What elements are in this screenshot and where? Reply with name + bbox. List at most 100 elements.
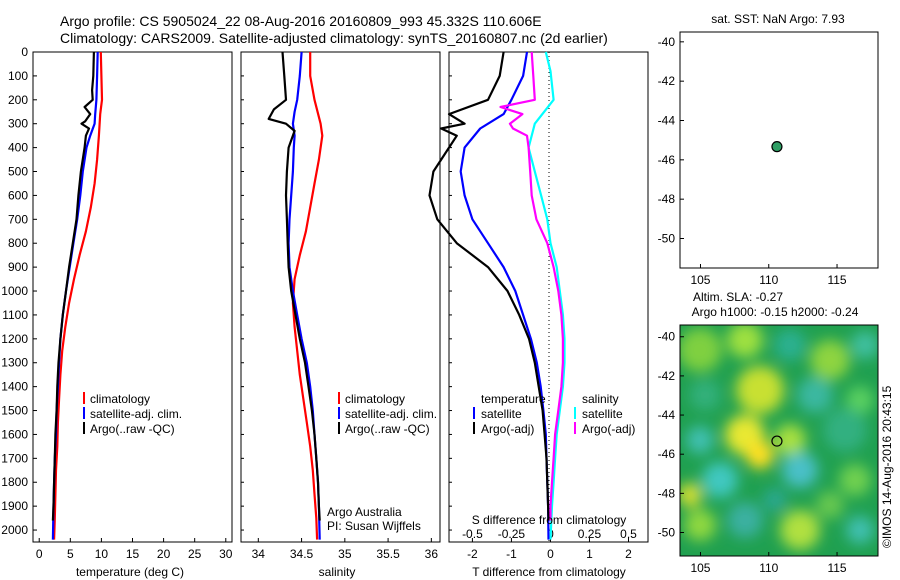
map-y-tick-label: -44 (658, 408, 676, 422)
t-difference-x-axis: -2 -1 0 1 2 (467, 538, 632, 561)
s-tick-label: -0.25 (498, 527, 526, 541)
legend-label-t-satellite: satellite (481, 407, 522, 421)
map-x-tick-label: 110 (759, 561, 778, 575)
salinity-panel: 34 34.5 35 35.5 36 salinity climatology sate… (240, 51, 441, 579)
temperature-plot-frame (32, 51, 233, 543)
x-tick-label: -2 (467, 547, 478, 561)
legend-label-argo: Argo(..raw -QC) (345, 422, 430, 436)
sla-map-title-line2: Argo h1000: -0.15 h2000: -0.24 (692, 305, 859, 319)
y-tick-label: 2000 (1, 523, 28, 537)
y-tick-label: 1500 (1, 404, 28, 418)
salinity-legend: climatology satellite-adj. clim. Argo(..… (338, 392, 437, 436)
y-tick-label: 500 (8, 165, 28, 179)
s-tick-label: 0.5 (620, 527, 637, 541)
y-tick-label: 600 (8, 188, 28, 202)
legend-label-argo: Argo(..raw -QC) (90, 422, 175, 436)
legend-header-temperature: temperature (481, 392, 546, 406)
imos-watermark: ©IMOS 14-Aug-2016 20:43:15 (880, 385, 894, 548)
x-tick-label: 1 (586, 547, 593, 561)
salinity-plot-frame (240, 51, 441, 543)
heatmap-cell (774, 424, 806, 456)
salinity-series (267, 51, 324, 540)
legend-label-satellite: satellite-adj. clim. (345, 407, 437, 421)
s-difference-x-label: S difference from climatology (472, 513, 627, 527)
argo-position-marker (771, 435, 783, 447)
y-tick-label: 400 (8, 141, 28, 155)
y-tick-label: 0 (21, 45, 28, 59)
difference-legend: temperature satellite Argo(-adj) salinit… (473, 392, 635, 436)
x-tick-label: 5 (67, 547, 74, 561)
heatmap-cell (846, 516, 874, 544)
heatmap-cell (689, 379, 721, 411)
y-tick-label: 1200 (1, 332, 28, 346)
legend-header-salinity: salinity (582, 392, 619, 406)
map-x-tick-label: 105 (690, 273, 710, 287)
series-line-argo-raw-qc- (51, 51, 95, 521)
y-tick-label: 300 (8, 117, 28, 131)
heatmap-cell (702, 462, 738, 498)
sst-map-axes: 105 110 115 -40 -42 -44 -46 -48 -50 (658, 35, 847, 287)
map-x-tick-label: 115 (827, 561, 846, 575)
map-x-tick-label: 110 (759, 273, 778, 287)
heatmap-cell (851, 331, 878, 359)
sla-map-title-line1: Altim. SLA: -0.27 (693, 290, 783, 304)
heatmap-cell (846, 386, 874, 414)
heatmap-cell (684, 509, 716, 541)
legend-label-t-argo: Argo(-adj) (481, 422, 534, 436)
map-y-tick-label: -46 (658, 153, 676, 167)
difference-panel: -2 -1 0 1 2 -0.5 -0.25 0 0.25 0.5 S difference f… (428, 51, 649, 579)
heatmap-cell (780, 510, 820, 550)
temperature-legend: climatology satellite-adj. clim. Argo(..… (83, 392, 182, 436)
sla-map-axes: 105 110 115 -40 -42 -44 -46 -48 -50 (658, 330, 847, 575)
temperature-series (51, 51, 104, 540)
x-tick-label: 10 (95, 547, 109, 561)
y-tick-label: 700 (8, 212, 28, 226)
x-tick-label: -1 (506, 547, 517, 561)
y-tick-label: 1700 (1, 451, 28, 465)
series-line-argo-adj- (428, 51, 550, 521)
x-tick-label: 0 (36, 547, 43, 561)
argo-position-marker (771, 141, 783, 153)
map-y-tick-label: -46 (658, 447, 676, 461)
map-y-tick-label: -50 (658, 526, 676, 540)
map-y-tick-label: -40 (658, 35, 676, 49)
y-tick-label: 1600 (1, 427, 28, 441)
x-tick-label: 36 (425, 547, 439, 561)
heatmap-cell (686, 426, 714, 454)
temperature-depth-axis: 0 100 200 300 400 500 600 700 800 900 1000 1100 1200… (1, 45, 452, 537)
x-tick-label: 0 (547, 547, 554, 561)
t-difference-x-label: T difference from climatology (472, 565, 626, 579)
x-tick-label: 15 (126, 547, 140, 561)
series-line-satellite-adj-clim- (287, 51, 321, 540)
y-tick-label: 1000 (1, 284, 28, 298)
y-tick-label: 1900 (1, 499, 28, 513)
series-line-satellite-adj-clim- (51, 51, 99, 540)
x-tick-label: 35 (338, 547, 352, 561)
map-y-tick-label: -44 (658, 114, 676, 128)
sst-map-title: sat. SST: NaN Argo: 7.93 (711, 12, 845, 26)
series-line-climatology (53, 51, 104, 540)
sla-map-frame (679, 324, 879, 557)
heatmap-cell (680, 328, 722, 372)
salinity-x-label: salinity (319, 565, 356, 579)
y-tick-label: 800 (8, 236, 28, 250)
y-tick-label: 200 (8, 93, 28, 107)
y-tick-label: 1400 (1, 380, 28, 394)
temperature-x-axis: 0 5 10 15 20 25 30 (36, 538, 233, 561)
temperature-x-label: temperature (deg C) (76, 565, 184, 579)
heatmap-cell (746, 441, 774, 469)
heatmap-cell (810, 340, 850, 380)
x-tick-label: 2 (625, 547, 632, 561)
map-y-tick-label: -48 (658, 486, 676, 500)
y-tick-label: 1300 (1, 356, 28, 370)
figure-title-line1: Argo profile: CS 5905024_22 08-Aug-2016 … (60, 13, 542, 29)
y-tick-label: 1100 (2, 308, 28, 322)
legend-label-climatology: climatology (345, 392, 405, 406)
series-line-argo-adj- (499, 51, 565, 521)
map-y-tick-label: -48 (658, 192, 676, 206)
sla-heatmap-blobs (680, 325, 878, 550)
sla-argo-marker (771, 435, 783, 447)
figure-title-line2: Climatology: CARS2009. Satellite-adjuste… (60, 30, 608, 46)
x-tick-label: 34 (252, 547, 266, 561)
s-tick-label: -0.5 (462, 527, 483, 541)
